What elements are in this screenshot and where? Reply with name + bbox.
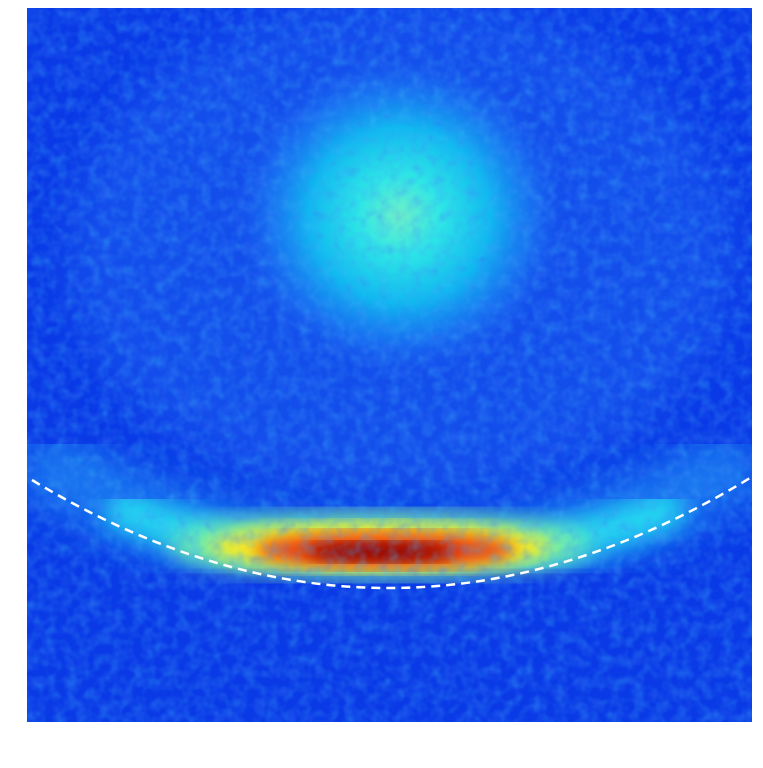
image-area: [27, 8, 752, 722]
dashed-arc: [31, 476, 751, 590]
noise-texture: [27, 8, 752, 722]
